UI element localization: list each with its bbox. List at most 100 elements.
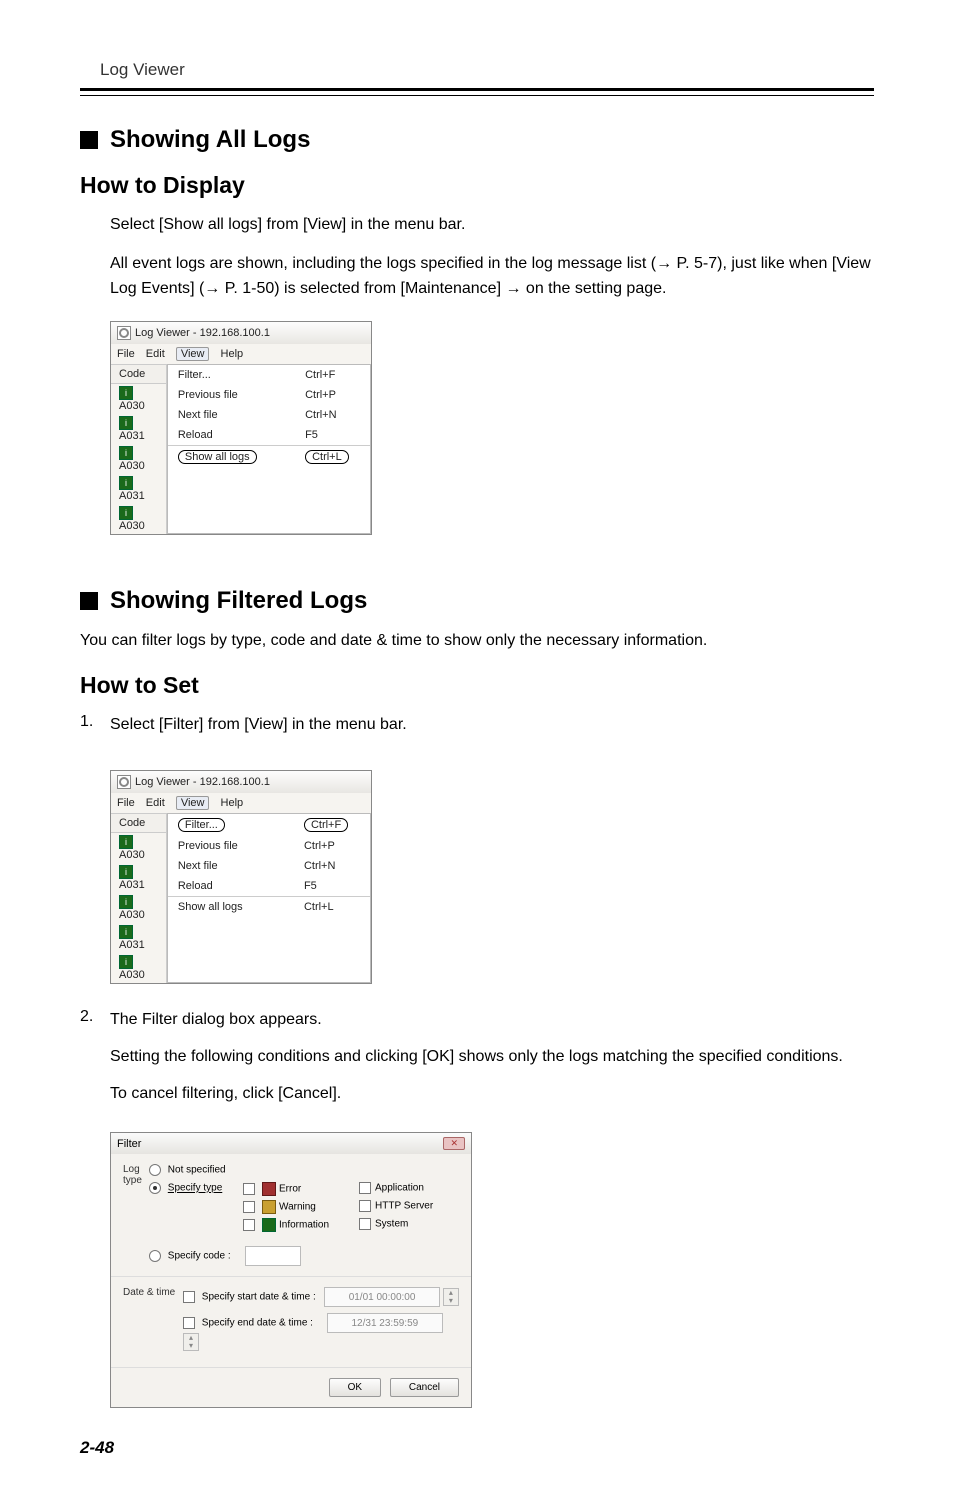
window-title: Log Viewer - 192.168.100.1 xyxy=(135,327,270,339)
info-icon: i xyxy=(119,955,133,969)
code-row: iA030 xyxy=(111,444,166,474)
menu-item-show-all[interactable]: Show all logsCtrl+L xyxy=(168,897,370,917)
step-text: Select [Filter] from [View] in the menu … xyxy=(110,713,874,738)
check-end-date[interactable] xyxy=(183,1317,195,1329)
start-date-input[interactable] xyxy=(324,1287,440,1307)
highlight-ring: Filter... xyxy=(178,818,225,832)
label-http: HTTP Server xyxy=(375,1201,433,1212)
menubar: File Edit View Help xyxy=(111,344,371,364)
label-information: Information xyxy=(279,1220,329,1231)
section-heading: Showing All Logs xyxy=(110,126,310,154)
code-input[interactable] xyxy=(245,1246,301,1266)
screenshot-log-viewer-filter: Log Viewer - 192.168.100.1 File Edit Vie… xyxy=(110,770,372,984)
app-icon xyxy=(117,326,131,340)
step-number: 1. xyxy=(80,713,110,750)
window-titlebar: Log Viewer - 192.168.100.1 xyxy=(111,771,371,793)
bullet-square xyxy=(80,131,98,149)
code-row: iA030 xyxy=(111,504,166,534)
step-text: Setting the following conditions and cli… xyxy=(110,1045,874,1070)
menu-file[interactable]: File xyxy=(117,797,135,809)
menu-help[interactable]: Help xyxy=(221,797,244,809)
menu-item-next[interactable]: Next fileCtrl+N xyxy=(168,405,370,425)
window-title: Log Viewer - 192.168.100.1 xyxy=(135,776,270,788)
step-2: 2. The Filter dialog box appears. Settin… xyxy=(80,1008,874,1118)
screenshot-log-viewer-showall: Log Viewer - 192.168.100.1 File Edit Vie… xyxy=(110,321,372,535)
end-date-input[interactable] xyxy=(327,1313,443,1333)
section-showing-filtered-logs: Showing Filtered Logs xyxy=(80,587,874,615)
code-row: iA030 xyxy=(111,893,166,923)
bullet-square xyxy=(80,592,98,610)
header-rule xyxy=(80,88,874,96)
app-icon xyxy=(117,775,131,789)
menu-item-next[interactable]: Next fileCtrl+N xyxy=(168,856,370,876)
option-not-specified: Not specified xyxy=(168,1165,226,1176)
info-icon: i xyxy=(119,925,133,939)
menu-view[interactable]: View xyxy=(176,347,210,361)
ok-button[interactable]: OK xyxy=(329,1378,381,1397)
check-application[interactable] xyxy=(359,1182,371,1194)
text: All event logs are shown, including the … xyxy=(110,255,836,272)
page-number: 2-48 xyxy=(80,1438,874,1458)
radio-specify-type[interactable] xyxy=(149,1182,161,1194)
highlight-ring: Ctrl+F xyxy=(304,818,348,832)
label-start-date: Specify start date & time : xyxy=(202,1292,316,1303)
label-end-date: Specify end date & time : xyxy=(202,1318,313,1329)
info-icon: i xyxy=(119,476,133,490)
menubar: File Edit View Help xyxy=(111,793,371,813)
menu-item-show-all[interactable]: Show all logs Ctrl+L xyxy=(168,446,370,468)
running-header: Log Viewer xyxy=(80,60,874,80)
menu-file[interactable]: File xyxy=(117,348,135,360)
menu-edit[interactable]: Edit xyxy=(146,797,165,809)
check-start-date[interactable] xyxy=(183,1291,195,1303)
paragraph: You can filter logs by type, code and da… xyxy=(80,629,874,654)
step-1: 1. Select [Filter] from [View] in the me… xyxy=(80,713,874,750)
menu-item-reload[interactable]: ReloadF5 xyxy=(168,425,370,446)
step-text: The Filter dialog box appears. xyxy=(110,1008,874,1033)
code-row: iA031 xyxy=(111,414,166,444)
label-application: Application xyxy=(375,1183,424,1194)
step-text: To cancel filtering, click [Cancel]. xyxy=(110,1082,874,1107)
info-icon: i xyxy=(119,506,133,520)
radio-specify-code[interactable] xyxy=(149,1250,161,1262)
check-information[interactable] xyxy=(243,1219,255,1231)
code-row: iA031 xyxy=(111,923,166,953)
subheading-how-to-display: How to Display xyxy=(80,172,874,199)
close-icon[interactable]: ✕ xyxy=(443,1137,465,1150)
paragraph: Select [Show all logs] from [View] in th… xyxy=(110,213,874,238)
highlight-ring: Show all logs xyxy=(178,450,257,464)
subheading-how-to-set: How to Set xyxy=(80,672,874,699)
menu-view[interactable]: View xyxy=(176,796,210,810)
code-row: iA030 xyxy=(111,953,166,983)
menu-item-filter[interactable]: Filter...Ctrl+F xyxy=(168,365,370,385)
info-icon: i xyxy=(119,835,133,849)
menu-item-reload[interactable]: ReloadF5 xyxy=(168,876,370,897)
text: ] → on the setting page. xyxy=(497,280,667,297)
highlight-ring: Ctrl+L xyxy=(305,450,349,464)
label-error: Error xyxy=(279,1184,301,1195)
cancel-button[interactable]: Cancel xyxy=(390,1378,459,1397)
menu-edit[interactable]: Edit xyxy=(146,348,165,360)
info-icon: i xyxy=(119,416,133,430)
menu-item-previous[interactable]: Previous fileCtrl+P xyxy=(168,385,370,405)
spinner-icon[interactable]: ▴▾ xyxy=(443,1288,459,1306)
view-dropdown: Filter...Ctrl+F Previous fileCtrl+P Next… xyxy=(167,364,371,534)
menu-help[interactable]: Help xyxy=(221,348,244,360)
check-system[interactable] xyxy=(359,1218,371,1230)
menu-item-filter[interactable]: Filter... Ctrl+F xyxy=(168,814,370,836)
info-icon: i xyxy=(119,446,133,460)
check-http[interactable] xyxy=(359,1200,371,1212)
view-dropdown: Filter... Ctrl+F Previous fileCtrl+P Next… xyxy=(167,813,371,983)
check-warning[interactable] xyxy=(243,1201,255,1213)
option-specify-type: Specify type xyxy=(168,1183,222,1194)
code-row: iA030 xyxy=(111,833,166,863)
radio-not-specified[interactable] xyxy=(149,1164,161,1176)
section-showing-all-logs: Showing All Logs xyxy=(80,126,874,154)
step-number: 2. xyxy=(80,1008,110,1118)
option-specify-code: Specify code : xyxy=(168,1251,231,1262)
menu-item-previous[interactable]: Previous fileCtrl+P xyxy=(168,836,370,856)
warning-icon xyxy=(262,1200,276,1214)
code-row: iA031 xyxy=(111,863,166,893)
check-error[interactable] xyxy=(243,1183,255,1195)
label-system: System xyxy=(375,1219,408,1230)
spinner-icon[interactable]: ▴▾ xyxy=(183,1333,199,1351)
